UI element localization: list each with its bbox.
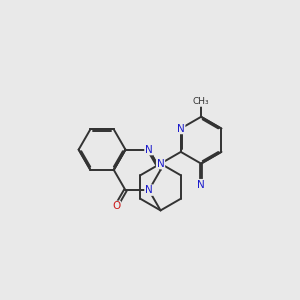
- Text: N: N: [145, 185, 153, 195]
- Text: N: N: [197, 180, 205, 190]
- Text: CH₃: CH₃: [193, 97, 209, 106]
- Text: N: N: [177, 124, 185, 134]
- Text: O: O: [112, 201, 120, 212]
- Text: N: N: [145, 145, 153, 154]
- Text: N: N: [157, 159, 164, 169]
